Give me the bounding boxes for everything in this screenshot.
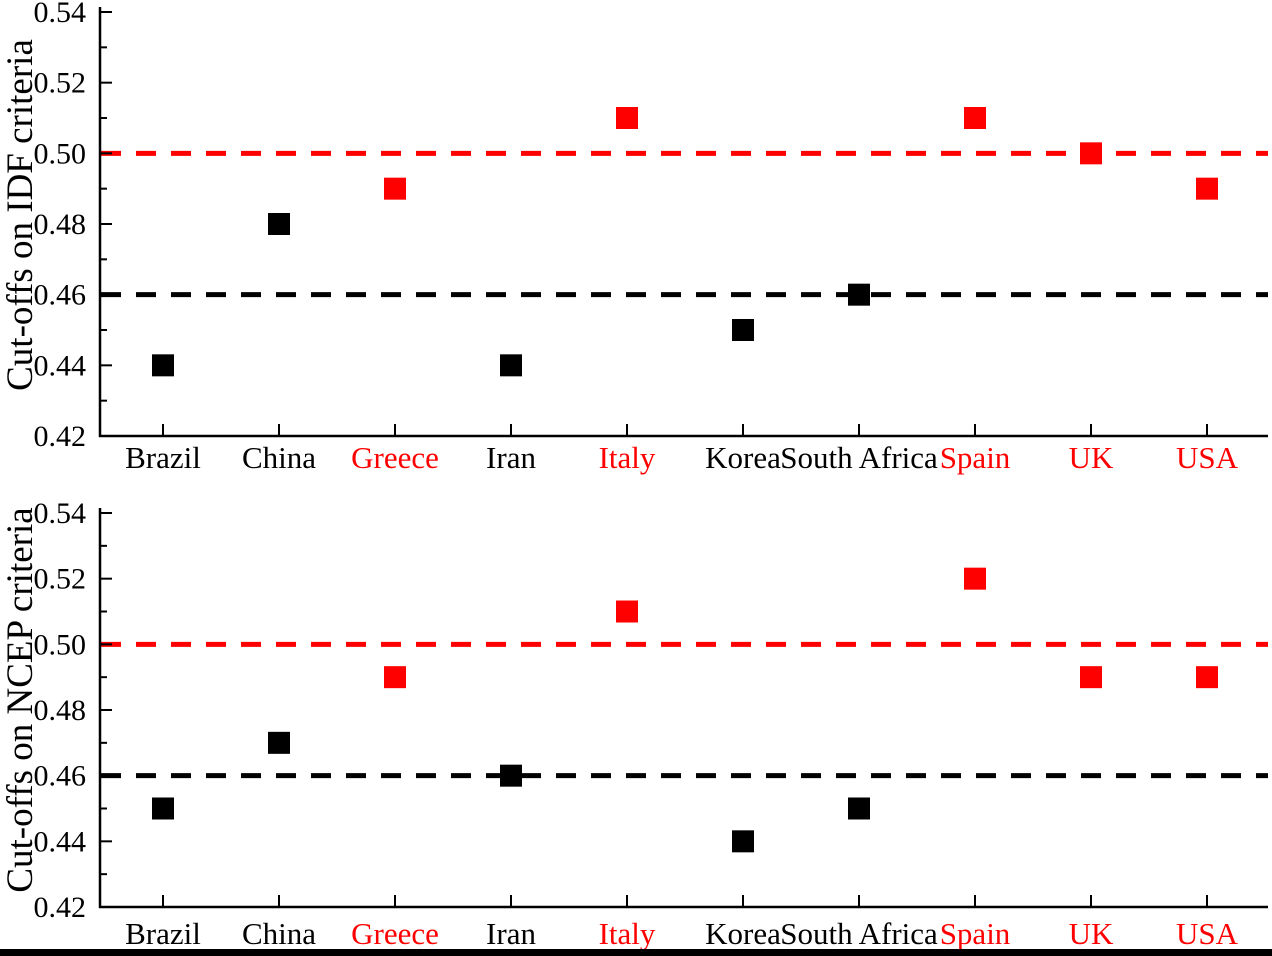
data-point-greece: [384, 177, 406, 200]
category-label-iran: Iran: [486, 440, 536, 475]
data-point-brazil: [152, 797, 174, 820]
y-tick-label: 0.54: [34, 0, 87, 29]
category-label-italy: Italy: [599, 440, 656, 475]
idf-chart-panel: Cut-offs on IDF criteria 0.42 0.44 0.46 0.4…: [0, 0, 1268, 475]
category-label-greece: Greece: [351, 916, 439, 951]
category-label-brazil: Brazil: [125, 440, 201, 475]
y-tick-label: 0.54: [34, 497, 87, 530]
category-label-south-africa: South Africa: [780, 916, 938, 951]
category-label-greece: Greece: [351, 440, 439, 475]
data-point-iran: [500, 354, 522, 377]
data-point-spain: [964, 107, 986, 129]
category-label-korea: Korea: [705, 916, 781, 951]
category-label-south-africa: South Africa: [780, 440, 938, 475]
category-label-iran: Iran: [486, 916, 536, 951]
category-label-usa: USA: [1176, 440, 1239, 475]
category-label-china: China: [242, 916, 316, 951]
ncep-plot-area: 0.42 0.44 0.46 0.48 0.50 0.52 0.54 Brazil China G…: [34, 497, 1268, 951]
y-tick-label: 0.46: [34, 760, 87, 793]
idf-plot-area: 0.42 0.44 0.46 0.48 0.50 0.52 0.54 Brazil China G…: [34, 0, 1268, 475]
category-label-china: China: [242, 440, 316, 475]
data-point-china: [268, 731, 290, 754]
data-point-spain: [964, 567, 986, 590]
ncep-chart: Cut-offs on NCEP criteria 0.420.440.460.…: [0, 497, 1268, 951]
y-tick-label: 0.42: [34, 891, 87, 924]
data-point-greece: [384, 666, 406, 689]
data-point-korea: [732, 319, 754, 341]
data-point-usa: [1196, 666, 1218, 689]
data-point-uk: [1080, 666, 1102, 689]
category-label-spain: Spain: [940, 440, 1011, 475]
y-tick-label: 0.44: [34, 825, 87, 858]
y-tick-label: 0.48: [34, 694, 87, 727]
idf-chart: Cut-offs on IDF criteria 0.420.440.460.4…: [0, 0, 1268, 475]
y-tick-label: 0.44: [34, 349, 87, 382]
data-point-italy: [616, 107, 638, 129]
category-label-uk: UK: [1069, 440, 1114, 475]
ncep-y-axis-title: Cut-offs on NCEP criteria: [0, 507, 41, 892]
data-point-china: [268, 213, 290, 235]
data-point-south-africa: [848, 283, 870, 306]
y-tick-label: 0.46: [34, 279, 87, 312]
y-tick-label: 0.50: [34, 137, 87, 170]
data-point-italy: [616, 600, 638, 623]
y-tick-label: 0.42: [34, 420, 87, 453]
idf-y-axis-title: Cut-offs on IDF criteria: [0, 39, 41, 391]
category-label-brazil: Brazil: [125, 916, 201, 951]
category-label-korea: Korea: [705, 440, 781, 475]
data-point-iran: [500, 764, 522, 787]
ncep-chart-panel: Cut-offs on NCEP criteria 0.42 0.44 0.46 0.…: [0, 478, 1272, 956]
category-label-uk: UK: [1069, 916, 1114, 951]
data-point-usa: [1196, 177, 1218, 200]
y-tick-label: 0.52: [34, 563, 87, 596]
data-point-brazil: [152, 354, 174, 377]
y-tick-label: 0.50: [34, 628, 87, 661]
y-tick-label: 0.52: [34, 67, 87, 100]
data-point-uk: [1080, 142, 1102, 165]
y-tick-label: 0.48: [34, 208, 87, 241]
category-label-usa: USA: [1176, 916, 1239, 951]
figure-bottom-edge: [0, 949, 1272, 956]
category-label-italy: Italy: [599, 916, 656, 951]
data-point-south-africa: [848, 797, 870, 820]
category-label-spain: Spain: [940, 916, 1011, 951]
data-point-korea: [732, 830, 754, 853]
